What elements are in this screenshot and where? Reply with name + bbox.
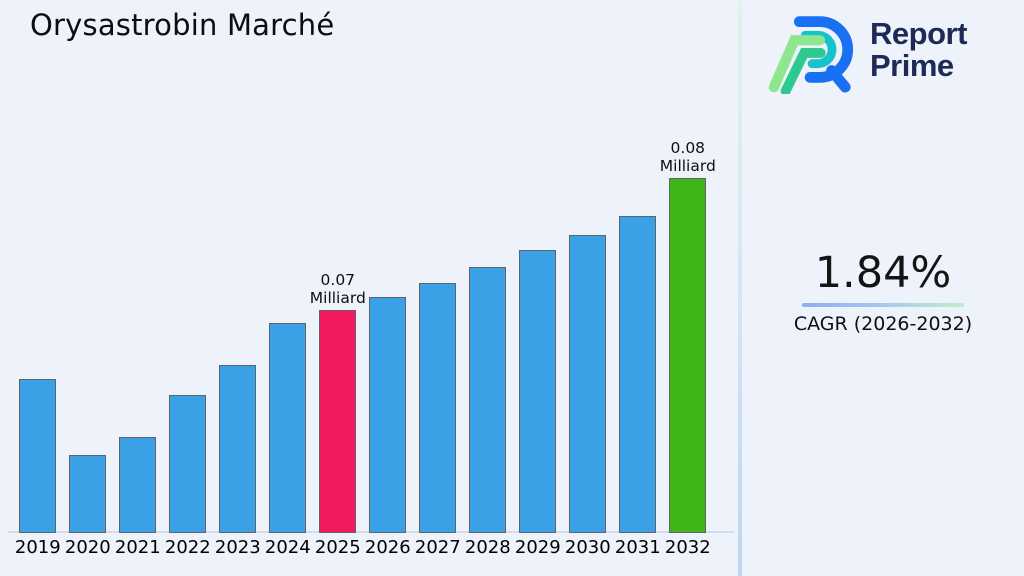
x-tick-2020: 2020 [64,537,111,558]
bar-annotation-2032: 0.08 Milliard [640,139,736,175]
bar-2019 [19,379,57,533]
report-prime-logo: Report Prime [764,6,967,94]
x-tick-2022: 2022 [164,537,211,558]
x-tick-2031: 2031 [614,537,661,558]
bar-annotation-line: Milliard [659,156,716,175]
bar-2025 [319,310,357,533]
x-tick-2021: 2021 [114,537,161,558]
panel-divider [738,0,742,576]
bar-2027 [419,283,457,533]
x-tick-2028: 2028 [464,537,511,558]
x-tick-2025: 2025 [314,537,361,558]
x-tick-2030: 2030 [564,537,611,558]
bar-2026 [369,297,407,533]
bar-annotation-2025: 0.07 Milliard [290,271,386,307]
report-prime-logo-icon [768,16,854,94]
logo-wordmark: Report Prime [870,18,967,82]
bar-2029 [519,250,557,533]
logo-text-prime: Prime [870,48,954,83]
x-tick-2024: 2024 [264,537,311,558]
x-tick-2023: 2023 [214,537,261,558]
logo-text-report: Report [870,16,967,51]
cagr-value: 1.84% [814,248,952,298]
bar-2030 [569,235,607,533]
cagr-label: CAGR (2026-2032) [793,313,973,335]
x-tick-2032: 2032 [664,537,711,558]
bar-2022 [169,395,207,533]
bar-2023 [219,365,257,533]
bar-annotation-line: 0.08 [670,139,706,157]
bar-2024 [269,323,307,533]
bar-2028 [469,267,507,533]
x-tick-2029: 2029 [514,537,561,558]
bar-annotation-line: 0.07 [320,271,356,289]
cagr-panel: 1.84% CAGR (2026-2032) [742,250,1024,335]
bar-2031 [619,216,657,533]
bar-2020 [69,455,107,533]
x-tick-2019: 2019 [14,537,61,558]
page-title: Orysastrobin Marché [30,8,335,42]
x-tick-2026: 2026 [364,537,411,558]
cagr-underline [802,303,964,307]
bar-2021 [119,437,157,533]
bar-2032 [669,178,707,533]
bar-annotation-line: Milliard [309,288,366,307]
x-tick-2027: 2027 [414,537,461,558]
